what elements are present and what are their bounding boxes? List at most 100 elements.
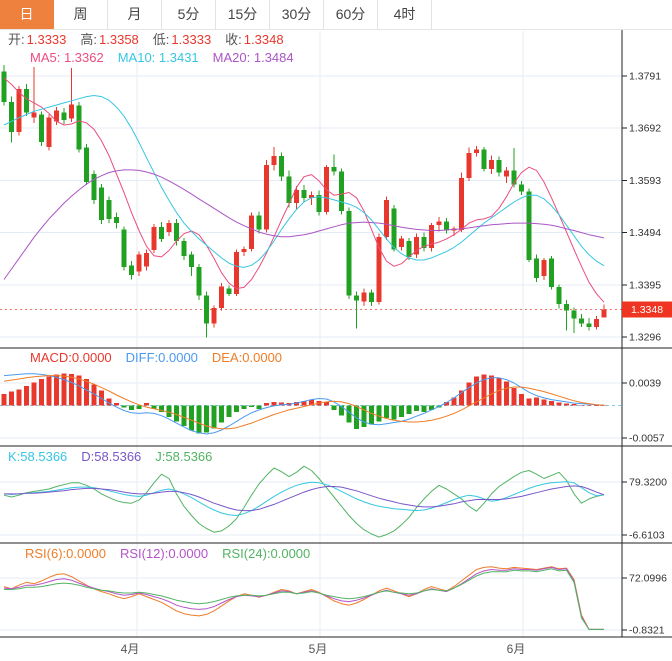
macd-hist-bar	[526, 398, 532, 406]
candle-body	[429, 225, 434, 248]
macd-hist-bar	[601, 405, 607, 407]
macd-hist-bar	[99, 390, 104, 406]
macd-hist-bar	[1, 393, 7, 406]
macd-values: MACD:0.0000 DIFF:0.0000 DEA:0.0000	[30, 350, 296, 366]
macd-hist-bar	[129, 405, 134, 410]
candle-body	[279, 156, 284, 177]
macd-hist-bar	[24, 385, 29, 406]
axis-tick-label: 1.3593	[629, 175, 661, 187]
ma20-line	[3, 169, 605, 280]
candle-body	[526, 191, 532, 261]
rsi24-line	[4, 568, 604, 630]
macd-hist-bar	[481, 374, 487, 406]
ohlc-label: 高:	[80, 32, 98, 47]
candle-body	[286, 176, 292, 204]
candle-body	[301, 189, 307, 198]
candle-body	[496, 159, 502, 173]
timeframe-tabbar: 日周月 5分 15分 30分 60分 4时	[0, 0, 672, 30]
tab-5min[interactable]: 5分	[162, 0, 216, 29]
candle-body	[234, 252, 239, 294]
axis-tick-label: -0.0057	[629, 433, 665, 445]
macd-value: DIFF:0.0000	[125, 350, 198, 365]
ma-values: MA5: 1.3362 MA10: 1.3431 MA20: 1.3484	[30, 50, 308, 66]
candle-body	[1, 71, 7, 102]
candle-body	[594, 319, 599, 327]
ohlc-value: 1.3333	[26, 32, 67, 47]
candle-body	[294, 189, 299, 204]
candle-body	[16, 89, 22, 132]
macd-hist-bar	[241, 405, 247, 409]
candle-body	[586, 323, 592, 327]
x-axis-month-label: 6月	[507, 642, 526, 656]
ma10-line	[3, 95, 605, 268]
macd-hist-bar	[39, 378, 44, 406]
candle-body	[9, 101, 14, 132]
macd-hist-bar	[151, 405, 157, 409]
dea-line	[3, 375, 605, 430]
candle-body	[511, 170, 517, 185]
axis-tick-label: 72.0996	[629, 573, 667, 585]
macd-hist-bar	[136, 405, 142, 409]
candle-body	[114, 216, 119, 224]
tab-60min[interactable]: 60分	[324, 0, 378, 29]
macd-hist-bar	[594, 405, 599, 407]
macd-hist-bar	[211, 405, 217, 429]
ohlc-label: 收:	[225, 32, 242, 47]
macd-hist-bar	[556, 402, 562, 406]
candle-body	[339, 171, 344, 211]
macd-hist-bar	[189, 405, 194, 431]
candle-body	[211, 308, 217, 324]
candle-body	[189, 254, 194, 267]
candle-body	[121, 229, 127, 267]
rsi6-line	[3, 566, 604, 630]
candle-body	[316, 195, 322, 213]
tab-week[interactable]: 周	[54, 0, 108, 29]
tab-30min[interactable]: 30分	[270, 0, 324, 29]
macd-hist-bar	[586, 404, 592, 406]
macd-hist-bar	[459, 390, 464, 406]
candle-body	[474, 149, 479, 153]
macd-hist-bar	[226, 405, 232, 417]
k-line	[3, 481, 605, 516]
current-price-tag	[622, 301, 672, 318]
macd-hist-bar	[406, 405, 412, 414]
candle-body	[519, 184, 524, 192]
candle-body	[76, 105, 82, 150]
macd-hist-bar	[69, 373, 74, 406]
d-line	[4, 485, 605, 512]
macd-hist-bar	[256, 405, 262, 409]
macd-hist-bar	[429, 405, 434, 410]
candle-body	[391, 208, 397, 250]
tab-day[interactable]: 日	[0, 0, 54, 29]
macd-hist-bar	[31, 382, 37, 406]
macd-hist-bar	[61, 373, 67, 406]
tab-15min[interactable]: 15分	[216, 0, 270, 29]
macd-hist-bar	[354, 405, 359, 429]
kdj-value: J:58.5366	[155, 449, 213, 464]
rsi-value: RSI(6):0.0000	[25, 546, 106, 561]
candle-body	[99, 187, 104, 220]
macd-hist-bar	[466, 382, 472, 406]
rsi12-line	[3, 566, 604, 630]
macd-hist-bar	[76, 375, 82, 406]
ohlc-info: 开: 1.3333 高: 1.3358 低: 1.3333 收: 1.3348	[8, 32, 298, 48]
axis-tick-label: -0.8321	[629, 625, 665, 637]
macd-hist-bar	[271, 401, 277, 406]
candle-body	[204, 295, 209, 324]
ohlc-value: 1.3333	[171, 32, 212, 47]
x-axis-month-label: 4月	[121, 642, 140, 656]
candle-body	[504, 170, 509, 177]
candle-body	[174, 223, 179, 242]
macd-hist-bar	[279, 402, 284, 406]
candle-body	[226, 288, 232, 294]
ohlc-value: 1.3348	[243, 32, 284, 47]
candle-body	[39, 114, 44, 142]
candle-body	[399, 238, 404, 247]
macd-hist-bar	[46, 376, 52, 406]
tab-month[interactable]: 月	[108, 0, 162, 29]
ohlc-value: 1.3358	[99, 32, 139, 47]
tab-4hour[interactable]: 4时	[378, 0, 432, 29]
axis-tick-label: 1.3791	[629, 71, 661, 83]
macd-hist-bar	[534, 397, 539, 406]
